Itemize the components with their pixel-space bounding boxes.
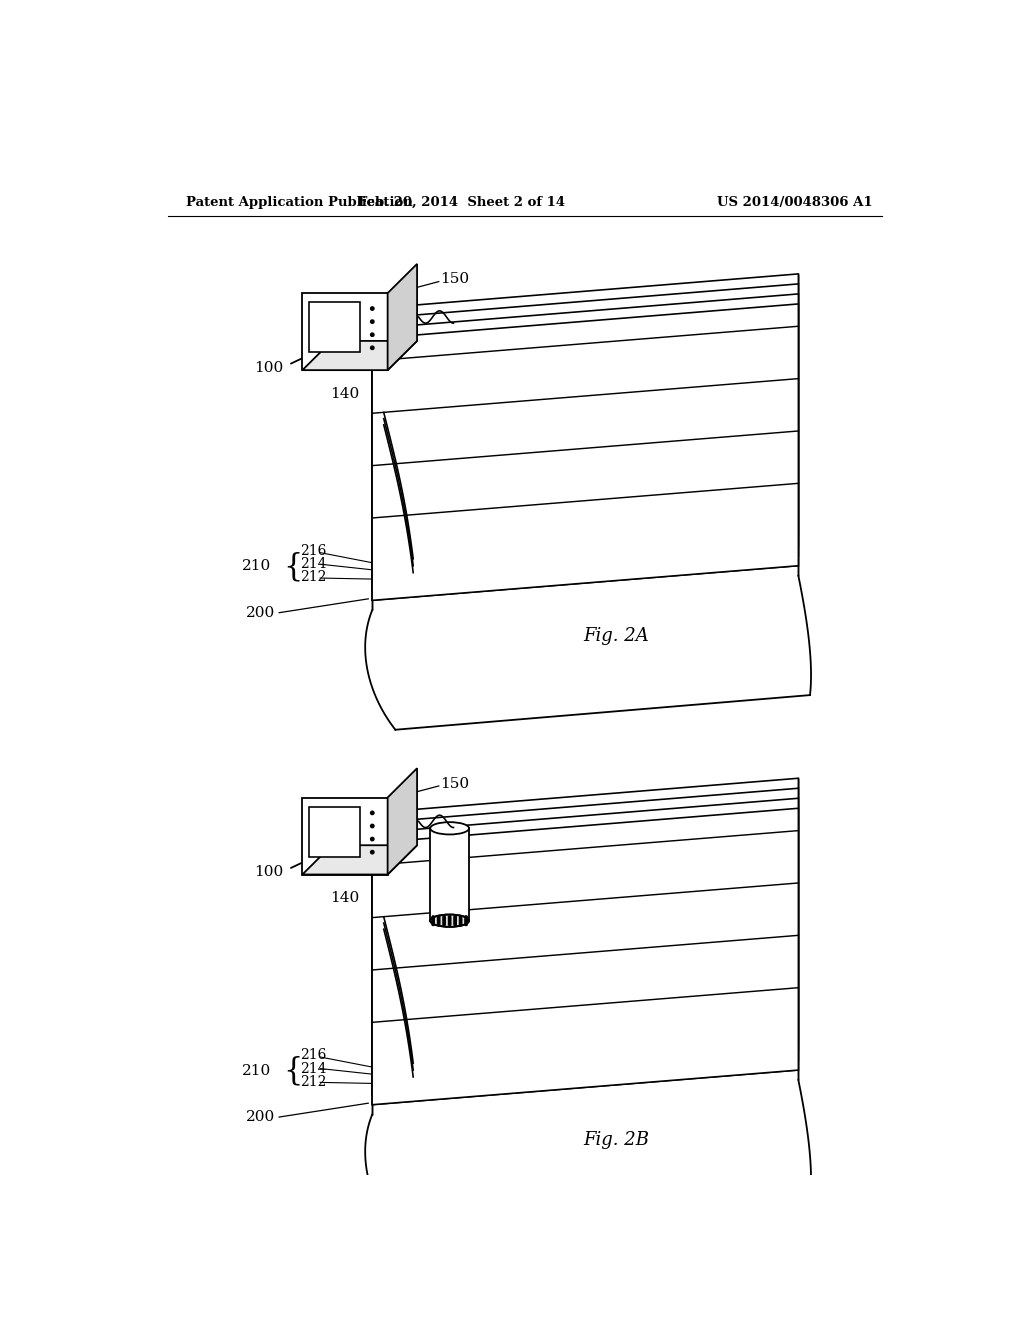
Circle shape [465,919,467,921]
Circle shape [460,923,462,925]
Text: 212: 212 [300,1074,327,1089]
Circle shape [371,333,374,337]
Circle shape [437,923,440,925]
Ellipse shape [430,822,469,834]
Circle shape [371,850,374,854]
Text: Fig. 2A: Fig. 2A [584,627,649,644]
Circle shape [460,916,462,919]
Circle shape [449,923,451,925]
Circle shape [460,920,462,923]
Text: Feb. 20, 2014  Sheet 2 of 14: Feb. 20, 2014 Sheet 2 of 14 [357,195,565,209]
Circle shape [443,921,445,924]
Text: 214: 214 [300,1061,327,1076]
Polygon shape [372,304,799,601]
Polygon shape [388,264,417,370]
Circle shape [465,920,467,923]
Circle shape [449,920,451,923]
Ellipse shape [430,915,469,927]
Polygon shape [388,768,417,874]
Polygon shape [372,284,799,581]
Text: 140: 140 [331,387,359,401]
Circle shape [371,824,374,828]
Circle shape [460,917,462,920]
Circle shape [465,917,467,920]
Circle shape [454,921,457,924]
Polygon shape [372,1060,799,1105]
Text: 210: 210 [242,1064,271,1078]
Circle shape [443,919,445,921]
Circle shape [454,923,457,925]
Text: 210: 210 [242,560,271,573]
Polygon shape [372,294,799,590]
Text: 100: 100 [254,360,283,375]
Polygon shape [372,788,799,1085]
Polygon shape [372,808,799,1105]
Polygon shape [372,556,799,601]
Circle shape [371,812,374,814]
Text: 110: 110 [426,890,456,903]
Circle shape [454,917,457,920]
Circle shape [449,916,451,919]
Circle shape [437,916,440,919]
Polygon shape [302,293,388,370]
Polygon shape [302,845,417,874]
Circle shape [371,306,374,310]
Circle shape [449,917,451,920]
Text: Patent Application Publication: Patent Application Publication [186,195,413,209]
Polygon shape [372,1051,799,1094]
Circle shape [460,921,462,924]
Circle shape [454,916,457,919]
Text: 200: 200 [246,1110,275,1125]
Circle shape [432,923,434,925]
Polygon shape [372,779,799,1074]
Polygon shape [309,302,360,352]
Text: 214: 214 [300,557,327,572]
Circle shape [437,917,440,920]
Polygon shape [430,829,469,921]
Circle shape [437,919,440,921]
Circle shape [432,917,434,920]
Circle shape [454,920,457,923]
Text: 150: 150 [440,272,469,286]
Text: {: { [283,550,302,582]
Text: 140: 140 [331,891,359,906]
Circle shape [371,346,374,350]
Polygon shape [309,807,360,857]
Circle shape [465,923,467,925]
Circle shape [454,919,457,921]
Text: 216: 216 [300,1048,327,1063]
Polygon shape [302,797,388,874]
Polygon shape [372,275,799,570]
Polygon shape [372,1040,799,1085]
Circle shape [432,916,434,919]
Text: 212: 212 [300,570,327,585]
Text: 150: 150 [440,776,469,791]
Text: 200: 200 [246,606,275,619]
Text: {: { [283,1056,302,1086]
Text: 216: 216 [300,544,327,558]
Circle shape [465,916,467,919]
Circle shape [460,919,462,921]
Circle shape [437,920,440,923]
Polygon shape [372,536,799,581]
Circle shape [437,921,440,924]
Polygon shape [372,799,799,1094]
Circle shape [449,921,451,924]
Circle shape [465,921,467,924]
Circle shape [371,837,374,841]
Circle shape [443,923,445,925]
Circle shape [443,920,445,923]
Polygon shape [302,341,417,370]
Circle shape [443,917,445,920]
Circle shape [432,921,434,924]
Circle shape [432,920,434,923]
Text: 100: 100 [254,865,283,879]
Polygon shape [372,545,799,590]
Text: US 2014/0048306 A1: US 2014/0048306 A1 [717,195,872,209]
Circle shape [443,916,445,919]
Circle shape [432,919,434,921]
Circle shape [449,919,451,921]
Text: Fig. 2B: Fig. 2B [584,1131,649,1150]
Circle shape [371,319,374,323]
